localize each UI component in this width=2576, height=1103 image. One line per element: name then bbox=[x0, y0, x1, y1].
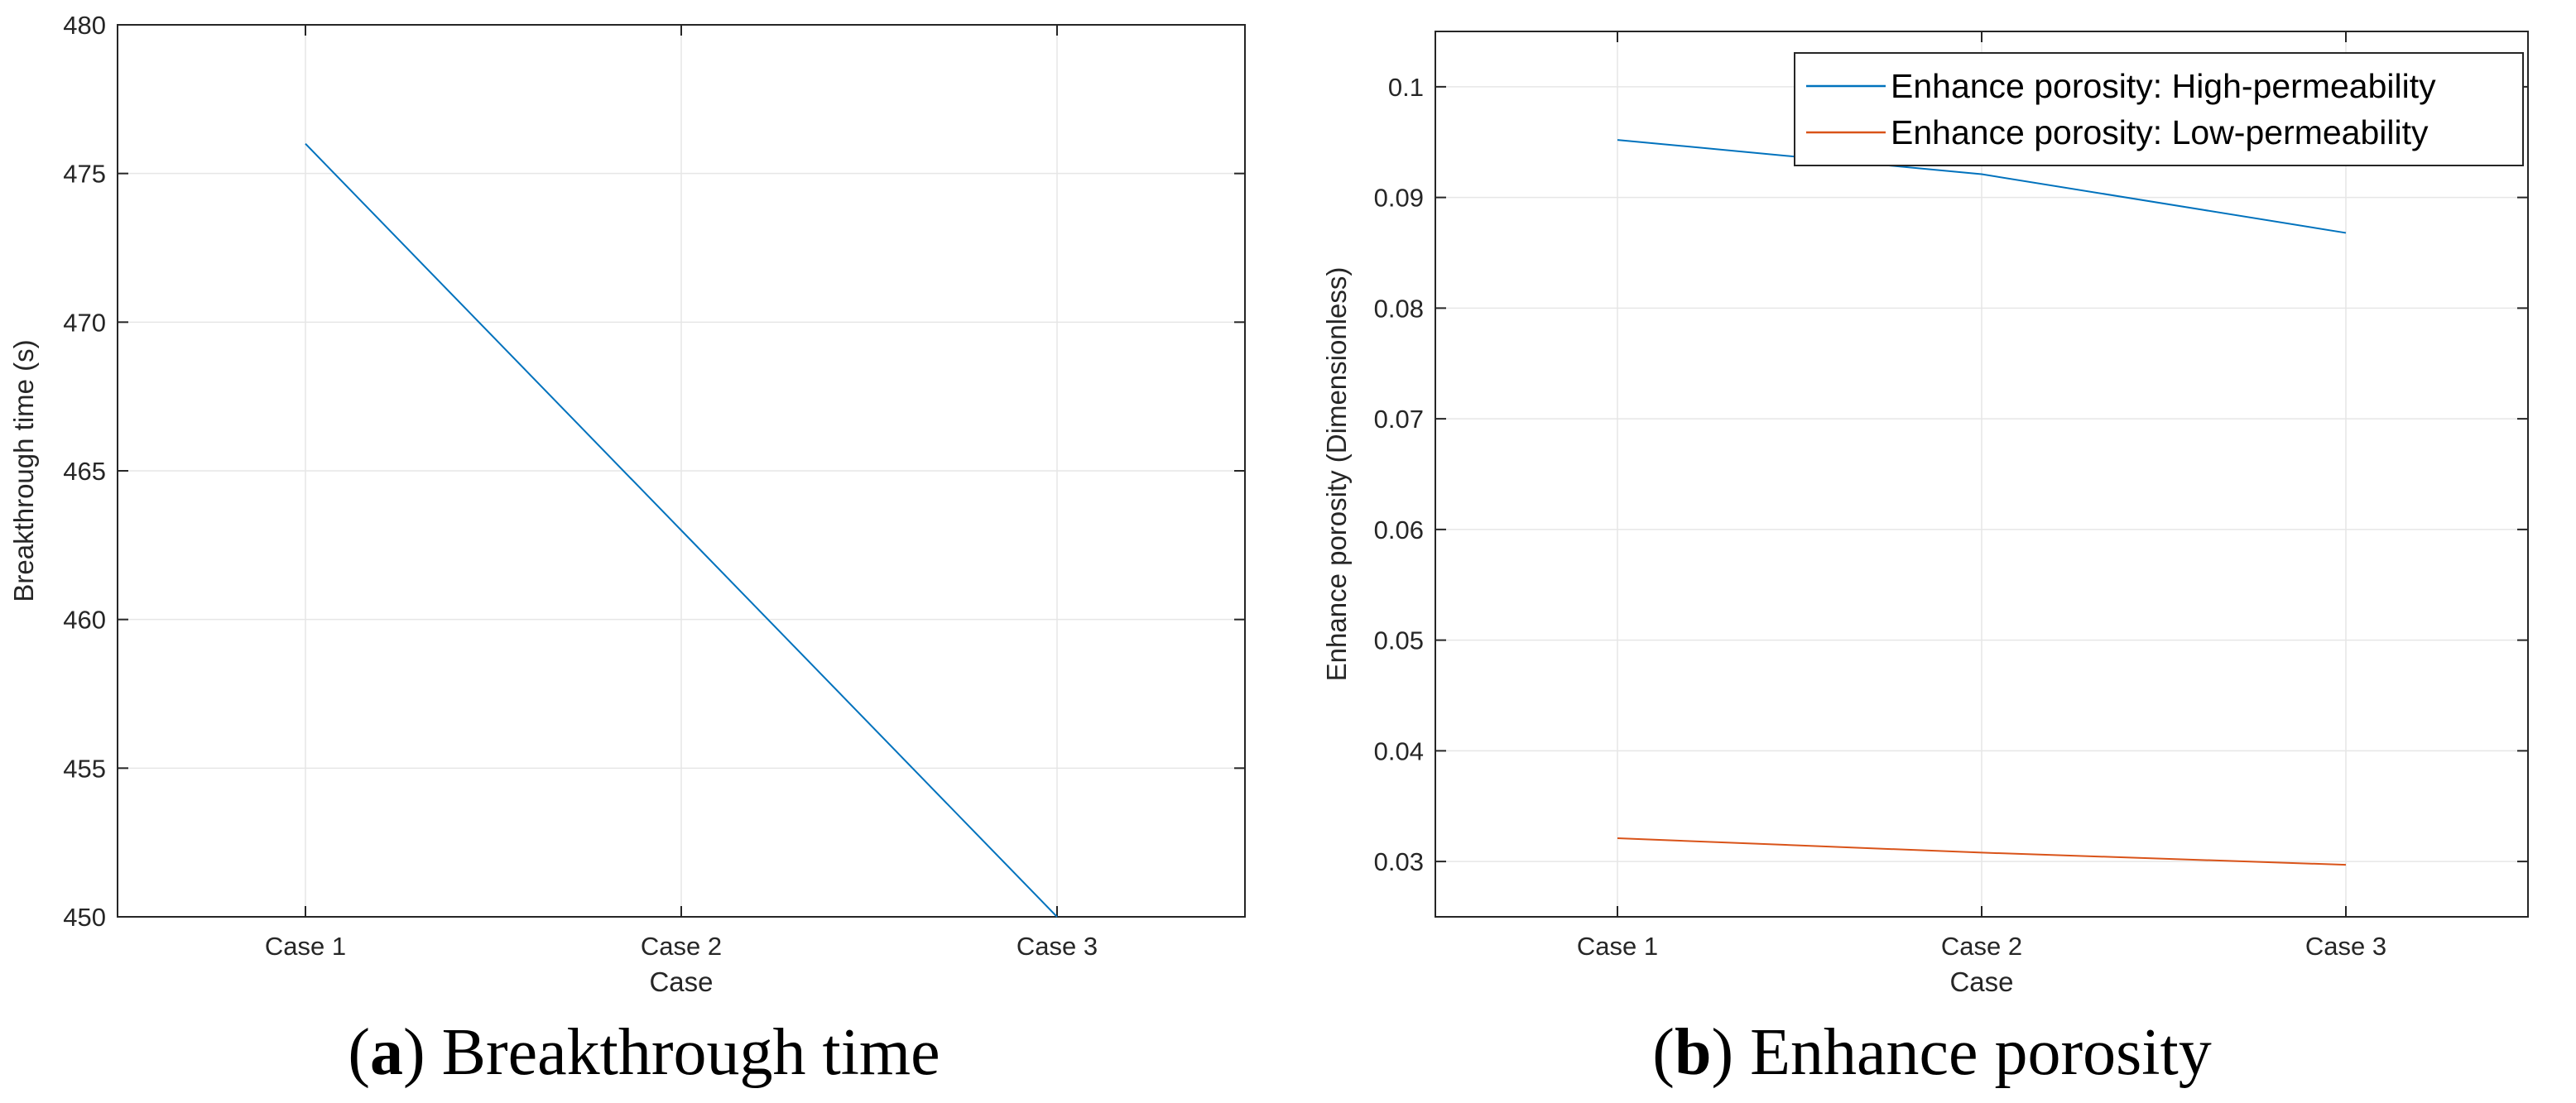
y-tick-label: 465 bbox=[63, 457, 106, 486]
y-tick-label: 0.06 bbox=[1374, 516, 1424, 544]
x-tick-label: Case 1 bbox=[1577, 932, 1658, 961]
y-tick-label: 0.08 bbox=[1374, 294, 1424, 323]
x-tick-label: Case 2 bbox=[1941, 932, 2022, 961]
y-tick-label: 0.09 bbox=[1374, 184, 1424, 213]
x-tick-label: Case 1 bbox=[265, 932, 346, 961]
y-tick-label: 470 bbox=[63, 308, 106, 337]
caption-enhance-porosity: (b) Enhance porosity bbox=[1652, 1016, 2212, 1089]
y-tick-label: 0.03 bbox=[1374, 847, 1424, 876]
y-tick-label: 450 bbox=[63, 903, 106, 932]
y-axis-label: Enhance porosity (Dimensionless) bbox=[1321, 267, 1352, 682]
y-tick-label: 0.05 bbox=[1374, 626, 1424, 655]
caption-title: Breakthrough time bbox=[441, 1016, 940, 1089]
series-line bbox=[305, 143, 1058, 918]
y-tick-label: 0.04 bbox=[1374, 736, 1424, 765]
y-axis-label: Breakthrough time (s) bbox=[8, 339, 39, 602]
legend-box bbox=[1794, 52, 2524, 166]
series-line bbox=[1617, 139, 2347, 234]
caption-breakthrough-time: (a) Breakthrough time bbox=[348, 1016, 940, 1089]
y-tick-label: 0.07 bbox=[1374, 405, 1424, 434]
chart-panel-enhance-porosity: 0.03 0.04 0.05 0.06 0.07 0.08 0.09 0.1 Case 1 Cas… bbox=[1288, 0, 2576, 1103]
x-axis-label: Case bbox=[1949, 966, 2013, 997]
legend-entry-label: Enhance porosity: High-permeability bbox=[1891, 67, 2436, 105]
y-tick-label: 480 bbox=[63, 11, 106, 40]
y-tick-label: 460 bbox=[63, 606, 106, 635]
breakthrough-time-chart: 450 455 460 465 470 475 480 Case 1 Case 2 Case 3 C… bbox=[8, 11, 1246, 997]
y-tick-label: 455 bbox=[63, 754, 106, 783]
y-tick-label: 475 bbox=[63, 160, 106, 189]
enhance-porosity-chart: 0.03 0.04 0.05 0.06 0.07 0.08 0.09 0.1 Case 1 Cas… bbox=[1321, 31, 2529, 997]
caption-title: Enhance porosity bbox=[1750, 1016, 2212, 1089]
chart-panel-breakthrough-time: 450 455 460 465 470 475 480 Case 1 Case 2 Case 3 C… bbox=[8, 11, 1246, 997]
x-tick-label: Case 2 bbox=[641, 932, 722, 961]
caption-letter: b bbox=[1674, 1016, 1712, 1089]
y-tick-label: 0.1 bbox=[1388, 73, 1424, 102]
series-line bbox=[1617, 837, 2347, 866]
x-tick-label: Case 3 bbox=[2305, 932, 2386, 961]
caption-letter: a bbox=[369, 1016, 403, 1089]
legend-entry-label: Enhance porosity: Low-permeability bbox=[1891, 113, 2429, 151]
x-tick-label: Case 3 bbox=[1016, 932, 1098, 961]
x-axis-label: Case bbox=[649, 966, 713, 997]
